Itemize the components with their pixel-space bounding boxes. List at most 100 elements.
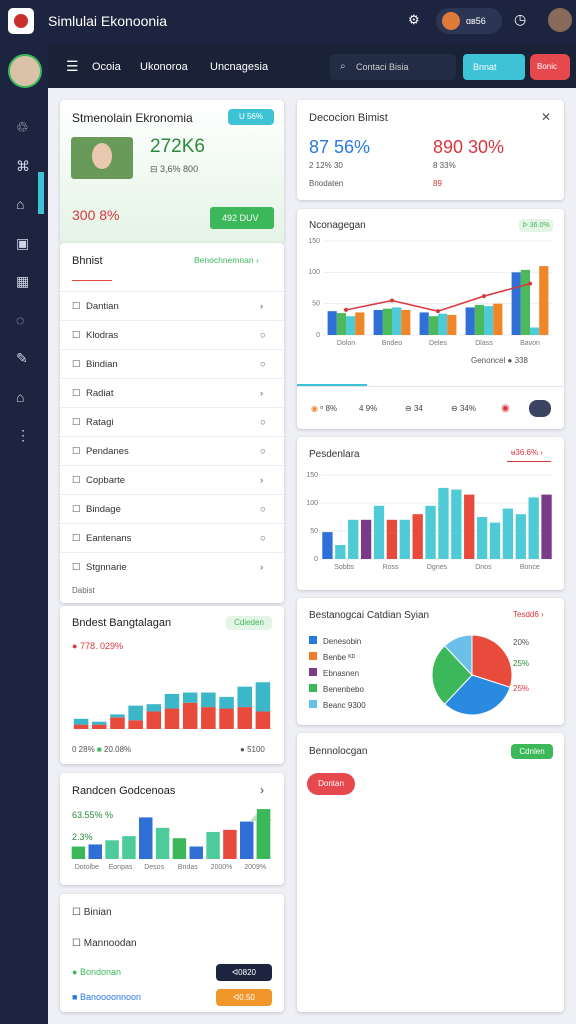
button[interactable]: 492 DUV [210,207,274,229]
y-tick-label: 150 [306,472,318,479]
chevron[interactable]: › [260,783,264,797]
list-row[interactable]: ☐ Eantenans ○ [60,523,284,553]
settings-icon[interactable]: ⚙ [408,12,420,27]
control[interactable]: ◉ ᵒ 8% [311,404,338,413]
pie-label: 20% [513,638,530,647]
list-row[interactable]: ☐ Pendanes ○ [60,436,284,466]
control[interactable]: 4 9% [359,404,378,413]
legend-value: 338 [514,356,528,365]
row-icon: ☐ [72,301,81,312]
subvalue: 2 12% 30 [309,161,343,170]
row-label: Klodras [86,330,119,341]
chart-card: Bestanogcai Catdian Syian Tesdd6 › 20% 2… [297,598,564,725]
legend-swatch [309,684,317,692]
link[interactable]: ᵾ36.6% › [511,448,543,457]
link[interactable]: Tesdd6 › [513,610,544,619]
legend-item: Benbe ᴷᴰ [309,652,355,662]
legend-swatch [309,636,317,644]
line-point [528,281,532,286]
button[interactable]: Bonic [530,54,570,80]
row-action: ○ [260,533,266,544]
list-row[interactable]: ☐ Dantian › [60,291,284,321]
nav-item[interactable]: Ocoia [92,61,121,73]
row-icon: ☐ [72,533,81,544]
list-row[interactable]: ☐ Bindage ○ [60,494,284,524]
bar [105,840,119,859]
nav-item[interactable]: Ukonoroa [140,61,188,73]
bar [327,311,337,335]
avatar[interactable] [8,54,42,88]
control[interactable]: ◉ [501,403,510,414]
legend-item: 20.08% [104,745,132,754]
search-box[interactable]: ⌕ Contaci Bisia [330,54,456,80]
badge: Cdnlen [511,744,553,759]
nav-item[interactable]: Uncnagesia [210,61,269,73]
x-tick-label: Dlass [475,340,493,347]
list-card: Bhnist Benochnemnan › Dabist ☐ Dantian › ☐ K… [60,243,284,603]
control[interactable]: ⊖ 34% [451,404,476,413]
x-tick-label: Sobbs [334,564,354,571]
list-item[interactable]: ☐ Binian [72,907,112,918]
bar [451,489,462,559]
row-action: ○ [260,417,266,428]
badge: Cdieden [226,616,272,630]
y-tick-label: 100 [306,500,318,507]
bar [256,809,271,859]
x-tick-label: Bndeo [382,340,402,347]
clock-icon[interactable]: ◷ [514,11,527,27]
pie-slice [431,645,473,705]
x-tick-label: Dolon [337,340,355,347]
bar [438,313,448,335]
top-bar: Simlulai Ekonoonia ⚙ ɑʙ56 ◷ [0,0,576,44]
list-row[interactable]: ☐ Radiat › [60,378,284,408]
logo [8,8,34,34]
bar [189,846,203,859]
row-action: › [260,301,264,312]
user-pill[interactable]: ɑʙ56 [436,8,502,34]
bar [412,514,423,559]
close-icon[interactable]: ✕ [541,110,552,124]
summary-card: Stmenolain Ekronomia U 56% 272K6 ⊟ 3,6% … [60,100,284,243]
x-tick-label: 2009% [244,864,266,871]
row-label: Dantian [86,301,119,312]
button[interactable]: ᐊ0820 [216,964,272,981]
legend-item: Ebnasnen [309,668,359,678]
row-label: Copbarte [86,475,126,486]
bar [401,309,411,335]
badge: U 56% [228,109,274,125]
list-row[interactable]: ☐ Ratagi ○ [60,407,284,437]
bar [219,708,234,729]
bar [373,309,383,335]
control[interactable]: ⊖ 34 [405,404,423,413]
bar [146,704,162,712]
toggle[interactable] [529,400,551,417]
list-row[interactable]: ☐ Bindian ○ [60,349,284,379]
button-label: Bonic [537,62,558,71]
sidebar-icons[interactable]: ♲ ⌘ ⌂ ▣ ▦ ◌ ✎ ⌂ ⋮ [16,119,30,443]
button[interactable]: ᐊ0.50 [216,989,272,1006]
avatar[interactable] [548,8,572,32]
pie-slice [443,674,511,716]
bar [484,306,494,335]
legend: Genoncel ● 338 [471,356,528,365]
link[interactable]: Benochnemnan › [194,255,259,265]
button-label: 492 DUV [222,213,259,223]
list-row[interactable]: ☐ Copbarte › [60,465,284,495]
list-row[interactable]: ☐ Klodras ○ [60,320,284,350]
x-tick-label: Eonpas [109,864,133,871]
x-tick-label: Dgnes [427,564,448,571]
bar [128,720,143,729]
list-item[interactable]: ☐ Mannoodan [72,938,137,949]
button[interactable]: Bnnat [463,54,525,80]
legend-label: Benenbebo [323,685,364,694]
legend-row: ■ Banoooonnoon [72,992,141,1002]
button[interactable]: Dontan [307,773,355,795]
row-action: ○ [260,330,266,341]
list-row[interactable]: ☐ Stgnnarie › [60,552,284,582]
bar [223,829,237,859]
bar [373,505,385,559]
stat: 2.3% [72,832,93,842]
legend-label: Banoooonnoon [79,992,141,1002]
menu-icon[interactable]: ☰ [66,58,79,74]
